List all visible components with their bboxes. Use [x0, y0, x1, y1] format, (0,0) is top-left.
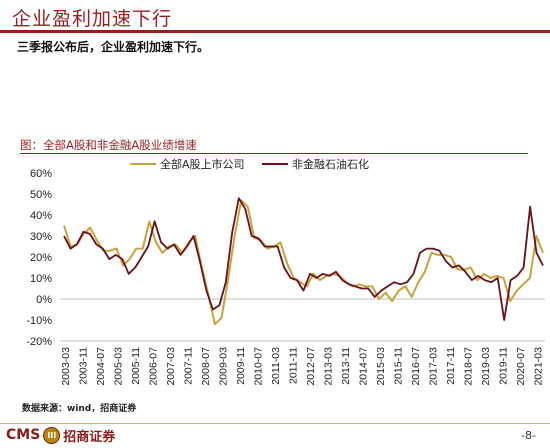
page-subtitle: 三季报公布后，企业盈利加速下行。: [17, 40, 210, 54]
legend-label-1: 全部A股上市公司: [160, 157, 245, 171]
x-tick-label: 2007-11: [182, 347, 194, 385]
x-tick-label: 2011-03: [270, 347, 282, 385]
x-tick-label: 2019-03: [480, 347, 492, 386]
page-title: 企业盈利加速下行: [12, 8, 173, 30]
x-tick-label: 2016-07: [410, 347, 422, 386]
footer-divider: [0, 423, 550, 424]
x-tick-label: 2014-07: [357, 347, 369, 386]
chart-caption: 图：全部A股和非金融A股业绩增速: [20, 138, 197, 152]
y-tick-label: 20%: [30, 252, 52, 264]
series-line-1: [63, 199, 544, 326]
caption-divider: [20, 153, 528, 154]
x-tick-label: 2005-03: [112, 347, 124, 386]
x-tick-label: 2004-07: [95, 347, 107, 386]
y-tick-label: 0%: [36, 294, 52, 306]
source-note: 数据来源：wind，招商证券: [22, 404, 137, 414]
x-tick-label: 2021-03: [533, 347, 545, 386]
x-tick-label: 2013-03: [322, 347, 334, 386]
x-tick-label: 2015-11: [392, 347, 404, 385]
x-tick-label: 2008-07: [200, 347, 212, 386]
page-number: -8-: [521, 429, 536, 442]
x-tick-label: 2007-03: [165, 347, 177, 386]
y-tick-label: 10%: [30, 273, 52, 285]
x-tick-label: 2013-11: [340, 347, 352, 385]
series-line-2: [63, 197, 544, 321]
x-tick-label: 2009-11: [235, 347, 247, 385]
y-tick-label: 50%: [30, 189, 52, 201]
x-tick-label: 2018-07: [462, 347, 474, 386]
x-tick-label: 2003-11: [77, 347, 89, 385]
x-tick-label: 2006-07: [147, 347, 159, 386]
y-tick-label: -20%: [26, 336, 52, 348]
company-logo: CMS III 招商证券: [6, 425, 115, 445]
logo-text: CMS: [6, 427, 41, 443]
x-tick-label: 2010-07: [252, 347, 264, 386]
company-name: 招商证券: [63, 429, 116, 445]
x-tick-label: 2019-11: [498, 347, 510, 385]
legend-label-2: 非金融石油石化: [292, 157, 369, 171]
y-tick-label: 30%: [30, 231, 52, 243]
x-tick-label: 2017-11: [445, 347, 457, 385]
x-tick-label: 2015-03: [375, 347, 387, 386]
x-tick-label: 2017-03: [427, 347, 439, 386]
x-tick-label: 2003-03: [60, 347, 72, 386]
x-tick-label: 2020-07: [515, 347, 527, 386]
x-tick-label: 2011-11: [287, 347, 299, 384]
x-tick-label: 2012-07: [305, 347, 317, 386]
y-tick-label: 40%: [30, 210, 52, 222]
x-tick-label: 2005-11: [130, 347, 142, 385]
x-tick-label: 2009-03: [217, 347, 229, 386]
line-chart: 60% 50% 40% 30% 20% 10% 0% -10% -20% 2003-03 2003-…: [26, 157, 545, 386]
logo-mark-icon: III: [43, 426, 61, 444]
y-tick-label: -10%: [26, 315, 52, 327]
title-divider: [0, 30, 550, 33]
y-tick-label: 60%: [30, 168, 52, 180]
